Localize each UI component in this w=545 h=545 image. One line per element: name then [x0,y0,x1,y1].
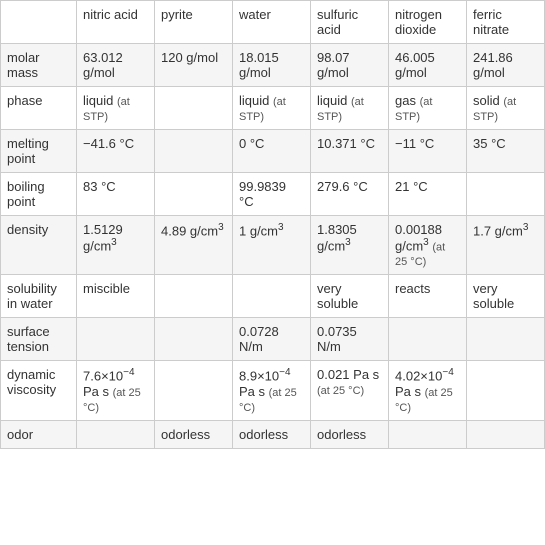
cell: gas (at STP) [389,87,467,130]
cell: 0.0735 N/m [311,318,389,361]
cell: 1.5129 g/cm3 [77,216,155,275]
row-label: surface tension [1,318,77,361]
cell [77,420,155,448]
cell [77,318,155,361]
cell: 8.9×10−4 Pa s (at 25 °C) [233,361,311,420]
cell: solid (at STP) [467,87,545,130]
cell: miscible [77,275,155,318]
header-nitric-acid: nitric acid [77,1,155,44]
cell: 18.015 g/mol [233,44,311,87]
cell [155,361,233,420]
table-row: molar mass 63.012 g/mol 120 g/mol 18.015… [1,44,545,87]
cell [155,173,233,216]
row-label: odor [1,420,77,448]
cell: 1 g/cm3 [233,216,311,275]
cell: odorless [311,420,389,448]
cell: very soluble [311,275,389,318]
cell: odorless [233,420,311,448]
cell: 0.0728 N/m [233,318,311,361]
cell: liquid (at STP) [77,87,155,130]
cell: 120 g/mol [155,44,233,87]
cell: 241.86 g/mol [467,44,545,87]
cell [467,318,545,361]
row-label: solubility in water [1,275,77,318]
cell: 99.9839 °C [233,173,311,216]
cell: 1.7 g/cm3 [467,216,545,275]
cell [155,130,233,173]
cell: 21 °C [389,173,467,216]
cell: 1.8305 g/cm3 [311,216,389,275]
cell: 83 °C [77,173,155,216]
table-row: odor odorless odorless odorless [1,420,545,448]
table-row: surface tension 0.0728 N/m 0.0735 N/m [1,318,545,361]
header-sulfuric-acid: sulfuric acid [311,1,389,44]
cell [467,361,545,420]
row-label: molar mass [1,44,77,87]
table-row: boiling point 83 °C 99.9839 °C 279.6 °C … [1,173,545,216]
cell: odorless [155,420,233,448]
cell: 35 °C [467,130,545,173]
header-empty [1,1,77,44]
cell [467,420,545,448]
cell: 0.021 Pa s (at 25 °C) [311,361,389,420]
header-row: nitric acid pyrite water sulfuric acid n… [1,1,545,44]
cell: 63.012 g/mol [77,44,155,87]
table-row: melting point −41.6 °C 0 °C 10.371 °C −1… [1,130,545,173]
header-nitrogen-dioxide: nitrogen dioxide [389,1,467,44]
properties-table: nitric acid pyrite water sulfuric acid n… [0,0,545,449]
cell: 46.005 g/mol [389,44,467,87]
header-pyrite: pyrite [155,1,233,44]
cell: reacts [389,275,467,318]
table-row: phase liquid (at STP) liquid (at STP) li… [1,87,545,130]
header-water: water [233,1,311,44]
cell [155,87,233,130]
cell: 4.89 g/cm3 [155,216,233,275]
cell [467,173,545,216]
row-label: dynamic viscosity [1,361,77,420]
cell: liquid (at STP) [233,87,311,130]
row-label: density [1,216,77,275]
cell [155,318,233,361]
cell [233,275,311,318]
row-label: phase [1,87,77,130]
cell: −41.6 °C [77,130,155,173]
cell: 0.00188 g/cm3 (at 25 °C) [389,216,467,275]
cell [389,420,467,448]
cell: 279.6 °C [311,173,389,216]
cell: very soluble [467,275,545,318]
cell: −11 °C [389,130,467,173]
table-row: solubility in water miscible very solubl… [1,275,545,318]
row-label: boiling point [1,173,77,216]
cell: 0 °C [233,130,311,173]
cell: liquid (at STP) [311,87,389,130]
cell: 98.07 g/mol [311,44,389,87]
cell: 10.371 °C [311,130,389,173]
cell [389,318,467,361]
cell: 4.02×10−4 Pa s (at 25 °C) [389,361,467,420]
cell [155,275,233,318]
table-row: density 1.5129 g/cm3 4.89 g/cm3 1 g/cm3 … [1,216,545,275]
header-ferric-nitrate: ferric nitrate [467,1,545,44]
table-row: dynamic viscosity 7.6×10−4 Pa s (at 25 °… [1,361,545,420]
cell: 7.6×10−4 Pa s (at 25 °C) [77,361,155,420]
row-label: melting point [1,130,77,173]
